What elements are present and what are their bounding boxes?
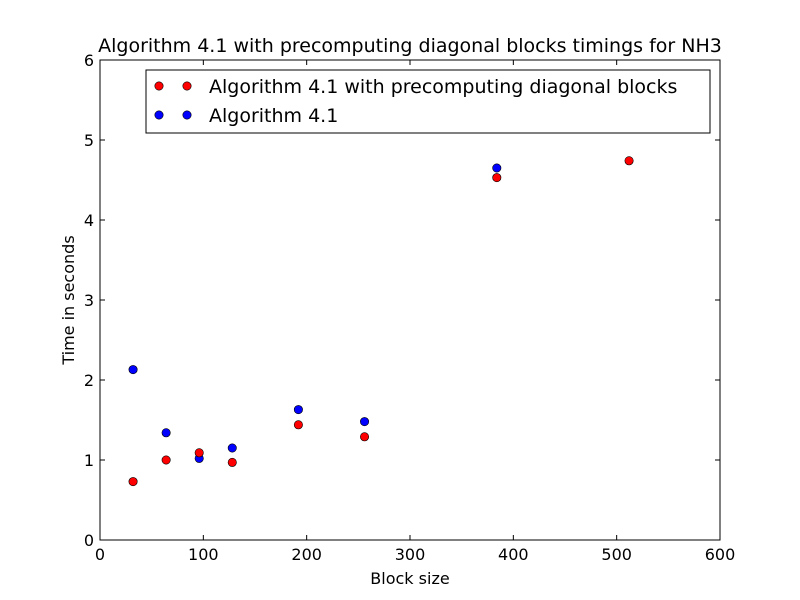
data-point [293, 420, 303, 430]
data-point [624, 156, 634, 166]
legend-label: Algorithm 4.1 [209, 105, 338, 127]
x-tick-label: 0 [95, 545, 105, 564]
data-point [161, 455, 171, 465]
data-point [492, 163, 502, 173]
y-tick-label: 5 [84, 131, 94, 150]
x-tick-label: 300 [395, 545, 426, 564]
legend-marker [182, 81, 192, 91]
data-point [360, 417, 370, 427]
data-point [128, 365, 138, 375]
data-point [227, 457, 237, 467]
x-tick-label: 500 [601, 545, 632, 564]
data-points [128, 156, 634, 487]
axis-ticks: 0 100 200 300 400 500 600 0 1 2 3 4 5 6 [84, 51, 735, 564]
legend-box [145, 69, 711, 134]
x-tick-label: 600 [705, 545, 736, 564]
data-point [293, 405, 303, 415]
y-tick-label: 0 [84, 531, 94, 550]
y-tick-label: 6 [84, 51, 94, 70]
x-tick-label: 400 [498, 545, 529, 564]
x-axis-label: Block size [370, 569, 449, 588]
y-tick-label: 4 [84, 211, 94, 230]
data-point [360, 432, 370, 442]
data-point [227, 443, 237, 453]
legend: Algorithm 4.1 with precomputing diagonal… [145, 69, 711, 134]
data-point [194, 448, 204, 458]
data-point [161, 428, 171, 438]
y-axis-label: Time in seconds [59, 235, 78, 365]
legend-marker [154, 81, 164, 91]
x-tick-label: 100 [188, 545, 219, 564]
y-tick-label: 3 [84, 291, 94, 310]
legend-label: Algorithm 4.1 with precomputing diagonal… [209, 76, 677, 98]
legend-marker [182, 110, 192, 120]
chart-title: Algorithm 4.1 with precomputing diagonal… [98, 35, 722, 57]
data-point [128, 477, 138, 487]
data-point [492, 173, 502, 183]
plot-area-frame [99, 59, 721, 541]
legend-marker [154, 110, 164, 120]
y-tick-label: 1 [84, 451, 94, 470]
y-tick-label: 2 [84, 371, 94, 390]
x-tick-label: 200 [291, 545, 322, 564]
